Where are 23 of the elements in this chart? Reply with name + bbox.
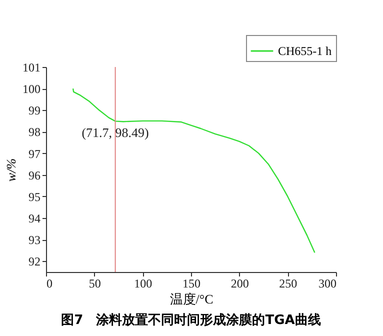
y-tick-label: 99 (28, 104, 40, 118)
y-tick-label: 101 (22, 60, 40, 74)
x-tick-label: 0 (46, 276, 52, 290)
y-tick-label: 100 (22, 82, 40, 96)
annotation: (71.7, 98.49) (82, 125, 149, 140)
x-tick-label: 100 (134, 276, 152, 290)
legend-label: CH655-1 h (278, 44, 332, 58)
x-tick-label: 50 (88, 276, 101, 290)
y-tick-label: 97 (28, 146, 40, 161)
y-axis-title: w/% (4, 158, 18, 182)
line-series (72, 88, 316, 254)
y-tick-label: 95 (28, 190, 40, 204)
y-tick-label: 94 (28, 212, 40, 226)
x-tick-label: 200 (230, 276, 249, 290)
x-tick-label: 300 (318, 276, 336, 290)
y-tick-label: 92 (28, 254, 40, 269)
y-tick-label: 96 (28, 168, 40, 182)
x-tick-label: 250 (279, 276, 298, 290)
text: 图7 涂料放置不同时间形成涂膜的TGA曲线 (61, 313, 321, 328)
y-tick-label: 98 (28, 125, 40, 140)
y-tick-label: 93 (28, 233, 40, 248)
x-tick-label: 150 (182, 276, 200, 290)
x-axis-title: 温度/°C (170, 292, 214, 306)
